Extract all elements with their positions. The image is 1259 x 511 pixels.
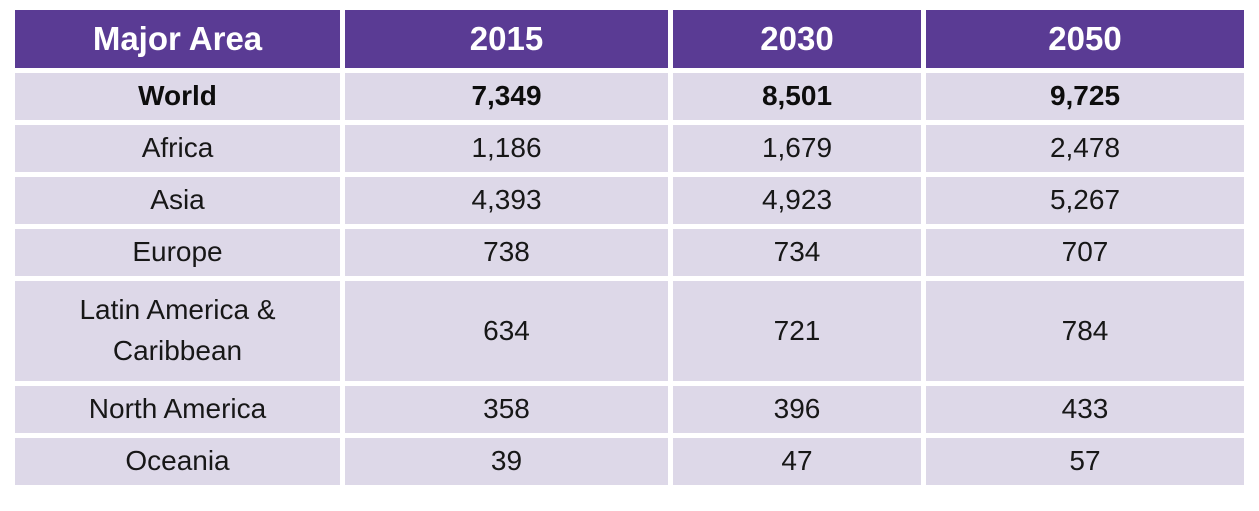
value-cell: 7,349 bbox=[345, 73, 668, 120]
value-cell: 738 bbox=[345, 229, 668, 276]
area-cell: Africa bbox=[15, 125, 340, 172]
column-header-2030: 2030 bbox=[673, 10, 921, 68]
value-cell: 4,393 bbox=[345, 177, 668, 224]
population-projection-table: Major Area 2015 2030 2050 World 7,349 8,… bbox=[10, 5, 1249, 490]
value-cell: 9,725 bbox=[926, 73, 1244, 120]
area-cell: North America bbox=[15, 386, 340, 433]
area-cell: Asia bbox=[15, 177, 340, 224]
table-row-north-america: North America 358 396 433 bbox=[15, 386, 1244, 433]
value-cell: 734 bbox=[673, 229, 921, 276]
area-cell: World bbox=[15, 73, 340, 120]
header-row: Major Area 2015 2030 2050 bbox=[15, 10, 1244, 68]
column-header-major-area: Major Area bbox=[15, 10, 340, 68]
value-cell: 784 bbox=[926, 281, 1244, 381]
value-cell: 358 bbox=[345, 386, 668, 433]
table-row-asia: Asia 4,393 4,923 5,267 bbox=[15, 177, 1244, 224]
value-cell: 47 bbox=[673, 438, 921, 485]
value-cell: 634 bbox=[345, 281, 668, 381]
area-cell: Europe bbox=[15, 229, 340, 276]
column-header-2015: 2015 bbox=[345, 10, 668, 68]
area-cell: Oceania bbox=[15, 438, 340, 485]
table-row-world: World 7,349 8,501 9,725 bbox=[15, 73, 1244, 120]
table-row-europe: Europe 738 734 707 bbox=[15, 229, 1244, 276]
area-cell: Latin America & Caribbean bbox=[15, 281, 340, 381]
value-cell: 2,478 bbox=[926, 125, 1244, 172]
table-row-oceania: Oceania 39 47 57 bbox=[15, 438, 1244, 485]
value-cell: 433 bbox=[926, 386, 1244, 433]
value-cell: 39 bbox=[345, 438, 668, 485]
table-row-africa: Africa 1,186 1,679 2,478 bbox=[15, 125, 1244, 172]
value-cell: 57 bbox=[926, 438, 1244, 485]
value-cell: 1,186 bbox=[345, 125, 668, 172]
value-cell: 5,267 bbox=[926, 177, 1244, 224]
value-cell: 721 bbox=[673, 281, 921, 381]
value-cell: 8,501 bbox=[673, 73, 921, 120]
column-header-2050: 2050 bbox=[926, 10, 1244, 68]
value-cell: 707 bbox=[926, 229, 1244, 276]
value-cell: 1,679 bbox=[673, 125, 921, 172]
table-row-latin-america-caribbean: Latin America & Caribbean 634 721 784 bbox=[15, 281, 1244, 381]
value-cell: 4,923 bbox=[673, 177, 921, 224]
value-cell: 396 bbox=[673, 386, 921, 433]
